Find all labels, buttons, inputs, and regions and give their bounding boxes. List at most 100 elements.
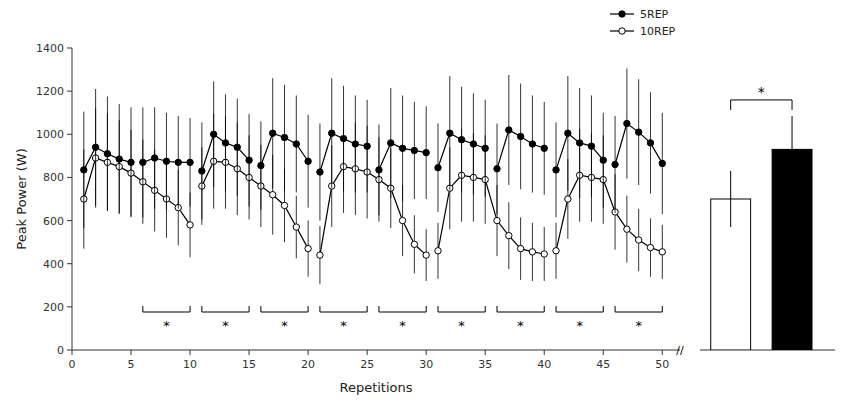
point	[269, 191, 275, 197]
point	[317, 169, 323, 175]
point	[163, 158, 169, 164]
series-line	[438, 175, 544, 254]
significance-mark: *	[635, 318, 642, 333]
significance-mark: *	[222, 318, 229, 333]
point	[529, 249, 535, 255]
point	[624, 120, 630, 126]
point	[317, 252, 323, 258]
series-line	[261, 133, 308, 165]
x-tick-label: 45	[596, 358, 610, 371]
x-tick	[544, 350, 545, 355]
point	[305, 158, 311, 164]
legend-marker	[619, 11, 625, 17]
significance-mark: *	[458, 318, 465, 333]
point	[624, 226, 630, 232]
point	[541, 251, 547, 257]
series-line	[556, 175, 662, 252]
point	[517, 133, 523, 139]
y-tick-label: 1000	[36, 128, 64, 141]
point	[588, 143, 594, 149]
significance-bracket	[261, 306, 308, 312]
point	[376, 167, 382, 173]
point	[647, 244, 653, 250]
significance-bracket	[379, 306, 426, 312]
x-tick	[131, 350, 132, 355]
series-line	[84, 158, 190, 225]
axis-break: //	[676, 344, 684, 357]
point	[659, 160, 665, 166]
point	[529, 141, 535, 147]
point	[246, 157, 252, 163]
series-line	[320, 133, 367, 172]
y-tick-label: 1200	[36, 85, 64, 98]
x-tick-label: 15	[242, 358, 256, 371]
point	[435, 248, 441, 254]
y-tick	[67, 177, 72, 178]
point	[635, 237, 641, 243]
point	[222, 140, 228, 146]
y-tick	[67, 306, 72, 307]
x-tick-label: 50	[655, 358, 669, 371]
series-line	[379, 143, 426, 170]
significance-mark: *	[758, 84, 765, 100]
series-line	[556, 133, 603, 170]
series-line	[438, 133, 485, 168]
point	[411, 147, 417, 153]
x-tick	[662, 350, 663, 355]
point	[140, 159, 146, 165]
x-tick-label: 0	[69, 358, 76, 371]
point	[128, 159, 134, 165]
series-line	[84, 147, 131, 170]
y-tick-label: 200	[43, 301, 64, 314]
point	[482, 145, 488, 151]
point	[494, 217, 500, 223]
y-tick	[67, 91, 72, 92]
x-tick	[72, 350, 73, 355]
y-tick-label: 0	[57, 344, 64, 357]
significance-bracket	[497, 306, 544, 312]
y-tick	[67, 263, 72, 264]
bars	[711, 116, 812, 350]
point	[293, 224, 299, 230]
x-tick-label: 30	[419, 358, 433, 371]
point	[187, 222, 193, 228]
point	[293, 141, 299, 147]
significance-bracket	[202, 306, 249, 312]
x-tick-label: 40	[537, 358, 551, 371]
significance-bracket	[615, 306, 662, 312]
x-tick-label: 35	[478, 358, 492, 371]
point	[635, 129, 641, 135]
point	[281, 202, 287, 208]
point	[506, 127, 512, 133]
x-tick	[603, 350, 604, 355]
legend-label: 5REP	[640, 8, 669, 21]
point	[258, 162, 264, 168]
y-axis-line	[72, 48, 73, 350]
significance-mark: *	[281, 318, 288, 333]
y-tick-label: 600	[43, 215, 64, 228]
series	[81, 108, 666, 284]
legend-label: 10REP	[640, 25, 676, 38]
axes: 0200400600800100012001400051015202530354…	[14, 42, 680, 395]
x-tick-label: 10	[183, 358, 197, 371]
point	[565, 130, 571, 136]
point	[553, 248, 559, 254]
significance-bracket	[143, 306, 190, 312]
x-tick	[367, 350, 368, 355]
point	[281, 134, 287, 140]
y-tick	[67, 48, 72, 49]
point	[388, 140, 394, 146]
series-line	[202, 161, 308, 248]
point	[506, 232, 512, 238]
point	[411, 241, 417, 247]
significance-mark: *	[163, 318, 170, 333]
significance-bracket	[438, 306, 485, 312]
point	[151, 155, 157, 161]
point	[210, 131, 216, 137]
point	[541, 145, 547, 151]
point	[659, 249, 665, 255]
point	[458, 136, 464, 142]
series-line	[320, 167, 426, 255]
series	[81, 68, 666, 228]
series-line	[497, 130, 544, 169]
